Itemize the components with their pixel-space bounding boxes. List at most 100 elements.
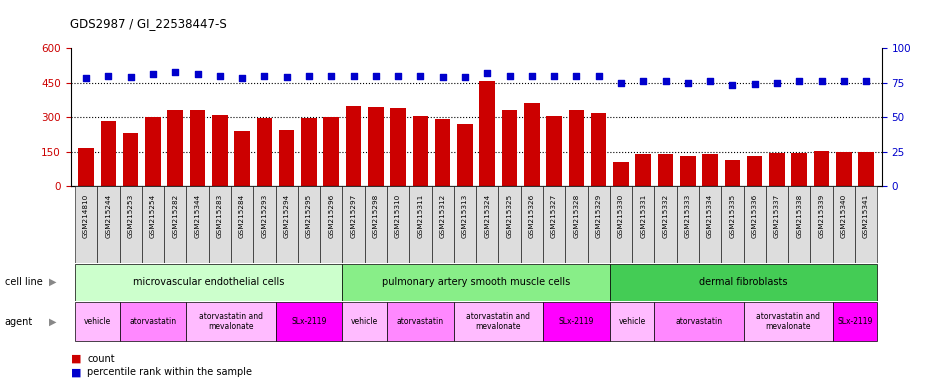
Bar — [97, 186, 119, 263]
Text: GSM214810: GSM214810 — [83, 194, 89, 238]
Bar — [101, 121, 117, 186]
Bar — [833, 302, 877, 341]
Text: GSM215295: GSM215295 — [306, 194, 312, 238]
Bar — [387, 302, 454, 341]
Point — [279, 74, 294, 80]
Text: vehicle: vehicle — [84, 317, 111, 326]
Bar — [342, 264, 610, 301]
Bar — [591, 113, 606, 186]
Text: GSM215296: GSM215296 — [328, 194, 335, 238]
Bar — [654, 186, 677, 263]
Text: ▶: ▶ — [49, 316, 56, 327]
Point — [635, 78, 650, 84]
Bar — [164, 186, 186, 263]
Point — [702, 78, 717, 84]
Bar — [342, 186, 365, 263]
Point — [302, 73, 317, 79]
Bar — [298, 186, 321, 263]
Point — [368, 73, 384, 79]
Point — [79, 75, 94, 81]
Bar — [409, 186, 431, 263]
Text: SLx-2119: SLx-2119 — [291, 317, 327, 326]
Text: count: count — [87, 354, 115, 364]
Bar — [186, 186, 209, 263]
Bar — [524, 103, 540, 186]
Text: GSM215336: GSM215336 — [752, 194, 758, 238]
Bar — [365, 186, 387, 263]
Bar — [75, 186, 97, 263]
Text: ■: ■ — [70, 354, 81, 364]
Text: dermal fibroblasts: dermal fibroblasts — [699, 277, 788, 287]
Point — [257, 73, 272, 79]
Bar — [346, 106, 361, 186]
Text: GSM215329: GSM215329 — [596, 194, 602, 238]
Text: ■: ■ — [70, 367, 81, 377]
Bar — [190, 110, 205, 186]
Text: GSM215344: GSM215344 — [195, 194, 200, 238]
Bar — [476, 186, 498, 263]
Bar — [454, 302, 543, 341]
Text: GSM215335: GSM215335 — [729, 194, 735, 238]
Bar — [186, 302, 275, 341]
Bar — [142, 186, 164, 263]
Bar — [342, 302, 387, 341]
Point — [525, 73, 540, 79]
Bar — [231, 186, 253, 263]
Bar — [658, 154, 673, 186]
Text: percentile rank within the sample: percentile rank within the sample — [87, 367, 253, 377]
Bar — [744, 186, 766, 263]
Text: atorvastatin and
mevalonate: atorvastatin and mevalonate — [466, 312, 530, 331]
Bar — [810, 186, 833, 263]
Point — [435, 74, 450, 80]
Point — [479, 70, 494, 76]
Text: GSM215284: GSM215284 — [239, 194, 245, 238]
Bar — [635, 154, 651, 186]
Point — [101, 73, 116, 79]
Point — [681, 79, 696, 86]
Text: SLx-2119: SLx-2119 — [558, 317, 594, 326]
Bar — [454, 186, 476, 263]
Text: GSM215331: GSM215331 — [640, 194, 647, 238]
Text: SLx-2119: SLx-2119 — [838, 317, 872, 326]
Bar — [613, 162, 629, 186]
Text: vehicle: vehicle — [351, 317, 378, 326]
Text: GSM215334: GSM215334 — [707, 194, 713, 238]
Bar — [253, 186, 275, 263]
Bar — [677, 186, 699, 263]
Bar — [610, 302, 654, 341]
Bar — [543, 302, 610, 341]
Point — [791, 78, 807, 84]
Text: GSM215327: GSM215327 — [551, 194, 557, 238]
Bar — [858, 152, 874, 186]
Bar — [431, 186, 454, 263]
Bar — [387, 186, 409, 263]
Bar — [390, 108, 406, 186]
Point — [770, 79, 785, 86]
Bar — [565, 186, 588, 263]
Point — [391, 73, 406, 79]
Bar — [747, 156, 762, 186]
Point — [546, 73, 561, 79]
Point — [346, 73, 361, 79]
Bar — [457, 124, 473, 186]
Text: GSM215282: GSM215282 — [172, 194, 179, 238]
Bar — [479, 81, 495, 186]
Bar — [209, 186, 231, 263]
Bar — [654, 302, 744, 341]
Point — [212, 73, 227, 79]
Text: GSM215340: GSM215340 — [841, 194, 847, 238]
Point — [502, 73, 517, 79]
Text: GSM215333: GSM215333 — [685, 194, 691, 238]
Text: atorvastatin and
mevalonate: atorvastatin and mevalonate — [199, 312, 263, 331]
Bar — [521, 186, 543, 263]
Bar — [75, 264, 342, 301]
Bar — [498, 186, 521, 263]
Text: GSM215332: GSM215332 — [663, 194, 668, 238]
Bar — [301, 118, 317, 186]
Point — [167, 68, 182, 74]
Text: GSM215311: GSM215311 — [417, 194, 423, 238]
Point — [123, 74, 138, 80]
Bar — [699, 186, 721, 263]
Point — [837, 78, 852, 84]
Bar — [543, 186, 565, 263]
